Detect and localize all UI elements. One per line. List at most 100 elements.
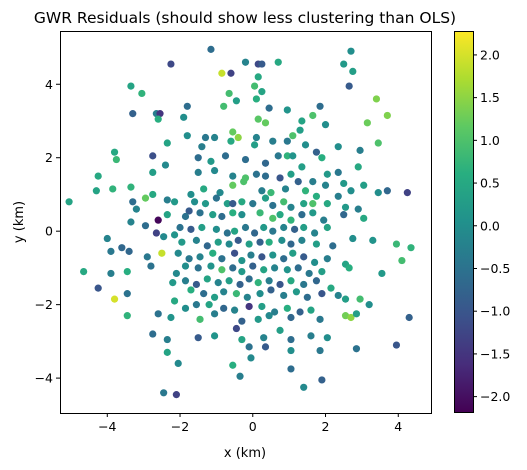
data-point [392, 240, 401, 248]
colorbar-tick-label: 0.5 [480, 176, 500, 191]
data-point [261, 119, 270, 127]
data-point [238, 256, 246, 265]
data-point [265, 277, 273, 285]
data-point [347, 47, 355, 55]
data-point [287, 240, 295, 248]
data-point [203, 242, 211, 250]
data-point [261, 159, 270, 167]
data-point [309, 209, 317, 217]
data-point [407, 244, 415, 252]
colorbar-tick-label: 2.0 [480, 47, 500, 62]
data-point [143, 253, 151, 261]
data-point [103, 234, 111, 243]
data-point [276, 280, 284, 289]
data-point [240, 178, 248, 186]
data-point [287, 313, 295, 322]
data-point [163, 335, 171, 344]
data-point [327, 284, 335, 292]
data-point [107, 247, 115, 255]
data-point [323, 334, 331, 342]
data-point [258, 88, 266, 96]
data-point [169, 279, 177, 287]
data-point [160, 233, 168, 241]
colorbar-frame [454, 31, 474, 413]
data-point [316, 102, 324, 110]
data-point [229, 264, 237, 272]
data-point [323, 200, 331, 208]
data-point [274, 152, 282, 160]
data-point [149, 190, 157, 199]
data-point [247, 354, 255, 362]
data-point [229, 172, 237, 180]
data-point [309, 200, 317, 208]
data-point [127, 183, 135, 191]
data-point [227, 69, 235, 77]
data-point [287, 216, 295, 224]
data-point [220, 304, 228, 312]
data-point [214, 238, 222, 246]
data-point [127, 218, 135, 226]
data-point [383, 111, 391, 120]
data-point [307, 332, 315, 340]
data-point [254, 73, 262, 81]
data-point [281, 185, 290, 193]
data-point [340, 60, 348, 68]
data-point [192, 301, 200, 309]
data-point [320, 216, 328, 224]
data-point [289, 152, 297, 160]
data-point [340, 179, 348, 188]
data-point [316, 346, 324, 355]
plot-frame [60, 31, 432, 414]
data-point [252, 133, 261, 142]
data-point [287, 335, 295, 344]
y-axis-label: y (km) [12, 201, 27, 243]
data-point [334, 192, 342, 200]
data-point [94, 284, 102, 292]
data-point [374, 139, 382, 147]
data-point [398, 256, 406, 265]
data-point [190, 198, 199, 206]
data-point [311, 258, 319, 266]
data-point [352, 345, 361, 353]
data-point [280, 223, 288, 232]
data-point [230, 227, 239, 235]
y-tick-label: 4 [45, 77, 53, 92]
data-point [192, 236, 200, 244]
data-point [234, 236, 242, 244]
data-point [180, 113, 188, 121]
data-point [298, 211, 306, 219]
data-point [258, 60, 266, 68]
data-point [283, 137, 291, 145]
data-point [309, 178, 317, 186]
data-point [172, 269, 180, 278]
data-point [198, 223, 206, 232]
data-point [176, 223, 184, 232]
data-point [269, 137, 277, 145]
y-tick-label: 2 [45, 150, 53, 165]
data-point [300, 383, 308, 391]
data-point [258, 302, 266, 311]
data-point [347, 187, 355, 195]
data-point [185, 207, 193, 215]
data-point [245, 275, 253, 283]
data-point [265, 312, 273, 320]
data-point [92, 187, 100, 195]
data-point [292, 288, 301, 296]
data-point [309, 111, 317, 120]
data-point [280, 198, 288, 206]
x-tick-label: 4 [394, 419, 402, 434]
data-point [181, 212, 190, 221]
data-point [252, 170, 261, 178]
data-point [311, 229, 319, 237]
data-point [241, 155, 250, 164]
data-point [287, 346, 295, 355]
data-point [241, 223, 250, 232]
data-point [218, 255, 226, 263]
data-point [118, 244, 126, 252]
data-point [289, 249, 297, 257]
data-point [232, 97, 241, 105]
data-point [360, 214, 368, 222]
data-point [230, 249, 239, 257]
data-point [341, 295, 350, 303]
data-point [194, 334, 202, 342]
